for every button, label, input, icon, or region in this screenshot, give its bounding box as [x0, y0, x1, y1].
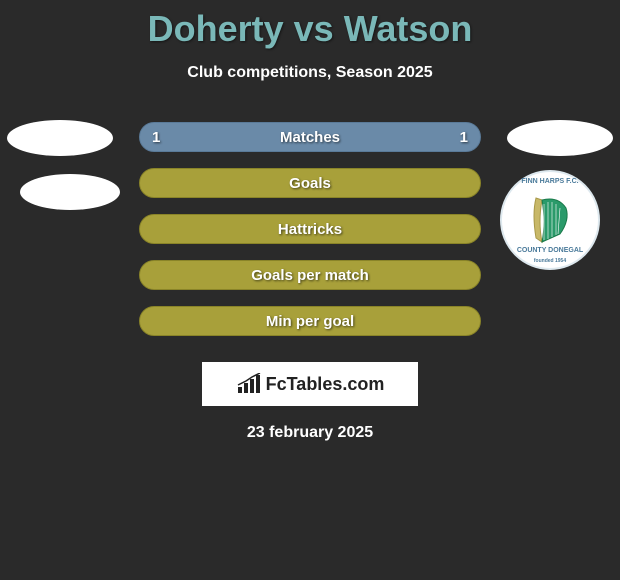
stat-value-left: 1 [152, 129, 160, 146]
stat-value-right: 1 [460, 129, 468, 146]
date-label: 23 february 2025 [0, 424, 620, 442]
branding-box: FcTables.com [202, 362, 418, 406]
comparison-title: Doherty vs Watson [0, 0, 620, 50]
stat-bar: Hattricks [139, 214, 481, 244]
branding-text: FcTables.com [266, 374, 385, 395]
stat-bar: Goals per match [139, 260, 481, 290]
stat-bar: Goals [139, 168, 481, 198]
vs-separator: vs [294, 8, 334, 49]
stat-label: Matches [280, 129, 340, 146]
player1-name: Doherty [148, 8, 284, 49]
stat-row: Goals per match [0, 252, 620, 298]
stats-container: Matches 1 1 Goals Hattricks Goals per match Mi… [0, 114, 620, 344]
stat-bar: Matches 1 1 [139, 122, 481, 152]
stat-row: Min per goal [0, 298, 620, 344]
stat-bar: Min per goal [139, 306, 481, 336]
stat-label: Goals [289, 175, 331, 192]
stat-label: Goals per match [251, 267, 369, 284]
stat-label: Min per goal [266, 313, 354, 330]
season-subtitle: Club competitions, Season 2025 [0, 64, 620, 82]
chart-icon [236, 373, 262, 395]
stat-row: Matches 1 1 [0, 114, 620, 160]
stat-label: Hattricks [278, 221, 342, 238]
player2-name: Watson [344, 8, 473, 49]
stat-row: Hattricks [0, 206, 620, 252]
stat-row: Goals [0, 160, 620, 206]
